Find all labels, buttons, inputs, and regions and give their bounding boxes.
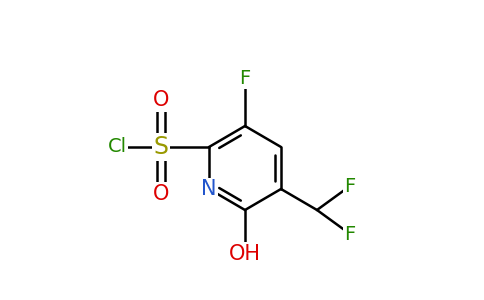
Text: F: F [345,176,356,196]
Text: S: S [153,135,168,159]
Text: Cl: Cl [108,137,127,157]
Text: O: O [153,91,169,110]
Text: OH: OH [229,244,261,263]
Text: O: O [153,184,169,203]
Text: N: N [201,179,217,199]
Text: F: F [345,224,356,244]
Text: F: F [240,68,251,88]
